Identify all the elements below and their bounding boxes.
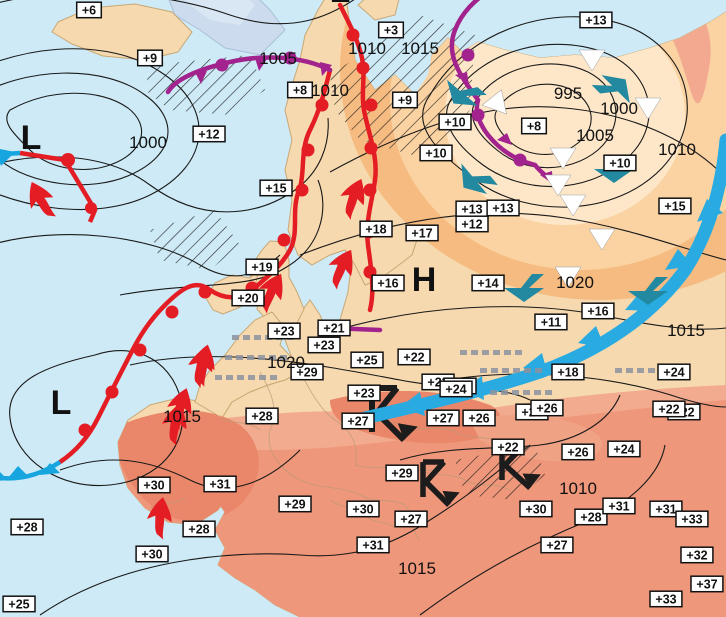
svg-text:1010: 1010 <box>311 81 349 100</box>
svg-text:+9: +9 <box>143 51 157 65</box>
svg-text:+17: +17 <box>411 226 432 240</box>
svg-text:+31: +31 <box>655 502 676 516</box>
svg-text:+10: +10 <box>609 156 630 170</box>
svg-text:+27: +27 <box>546 538 567 552</box>
svg-text:+13: +13 <box>461 202 482 216</box>
svg-text:+23: +23 <box>273 324 294 338</box>
svg-text:+33: +33 <box>655 592 676 606</box>
svg-text:+20: +20 <box>237 291 258 305</box>
svg-text:1000: 1000 <box>600 99 638 118</box>
svg-text:+37: +37 <box>696 577 717 591</box>
svg-text:+28: +28 <box>580 510 601 524</box>
svg-text:+29: +29 <box>391 466 412 480</box>
svg-text:+8: +8 <box>293 83 307 97</box>
svg-text:1020: 1020 <box>267 353 305 372</box>
svg-text:+26: +26 <box>468 411 489 425</box>
svg-text:+25: +25 <box>356 353 377 367</box>
svg-text:+21: +21 <box>323 321 344 335</box>
svg-text:+6: +6 <box>82 3 96 17</box>
svg-text:+12: +12 <box>461 217 482 231</box>
svg-text:+18: +18 <box>557 365 578 379</box>
svg-text:+12: +12 <box>198 127 219 141</box>
svg-text:+15: +15 <box>664 199 685 213</box>
svg-text:+16: +16 <box>377 276 398 290</box>
svg-text:+22: +22 <box>658 402 679 416</box>
svg-text:H: H <box>412 261 437 299</box>
svg-text:+3: +3 <box>384 23 398 37</box>
svg-text:+10: +10 <box>425 146 446 160</box>
svg-text:1005: 1005 <box>576 126 614 145</box>
svg-text:1015: 1015 <box>163 407 201 426</box>
svg-text:+18: +18 <box>365 222 386 236</box>
svg-text:L: L <box>51 384 72 422</box>
svg-text:+28: +28 <box>188 522 209 536</box>
svg-text:+22: +22 <box>403 350 424 364</box>
svg-text:+27: +27 <box>432 411 453 425</box>
svg-text:1010: 1010 <box>658 140 696 159</box>
svg-text:+30: +30 <box>352 502 373 516</box>
svg-text:+13: +13 <box>585 13 606 27</box>
svg-text:+30: +30 <box>143 478 164 492</box>
svg-text:1015: 1015 <box>667 321 705 340</box>
svg-text:+26: +26 <box>536 401 557 415</box>
svg-text:995: 995 <box>554 84 582 103</box>
svg-text:+25: +25 <box>8 597 29 611</box>
svg-text:+29: +29 <box>284 497 305 511</box>
svg-text:+24: +24 <box>663 365 684 379</box>
svg-text:+31: +31 <box>362 538 383 552</box>
svg-text:+23: +23 <box>353 386 374 400</box>
svg-text:1010: 1010 <box>559 479 597 498</box>
svg-text:L: L <box>21 119 42 157</box>
svg-text:+32: +32 <box>686 548 707 562</box>
svg-text:1000: 1000 <box>129 133 167 152</box>
svg-text:1015: 1015 <box>401 39 439 58</box>
svg-text:+13: +13 <box>492 201 513 215</box>
svg-text:+14: +14 <box>477 276 498 290</box>
svg-text:+16: +16 <box>587 304 608 318</box>
svg-text:+11: +11 <box>541 315 562 329</box>
svg-text:+10: +10 <box>444 115 465 129</box>
svg-text:+33: +33 <box>681 512 702 526</box>
svg-text:+27: +27 <box>400 512 421 526</box>
svg-text:1010: 1010 <box>348 39 386 58</box>
svg-text:+8: +8 <box>527 119 541 133</box>
svg-text:1020: 1020 <box>556 273 594 292</box>
svg-text:+24: +24 <box>445 382 466 396</box>
svg-text:+15: +15 <box>265 181 286 195</box>
svg-text:+19: +19 <box>251 260 272 274</box>
svg-text:+28: +28 <box>16 520 37 534</box>
svg-text:+30: +30 <box>525 502 546 516</box>
svg-text:+30: +30 <box>141 547 162 561</box>
svg-text:+27: +27 <box>347 414 368 428</box>
svg-text:+31: +31 <box>209 477 230 491</box>
svg-text:+23: +23 <box>313 338 334 352</box>
svg-text:1005: 1005 <box>259 49 297 68</box>
svg-text:1015: 1015 <box>398 559 436 578</box>
svg-text:+24: +24 <box>613 442 634 456</box>
svg-text:+22: +22 <box>497 440 518 454</box>
svg-text:+9: +9 <box>398 93 412 107</box>
svg-text:+28: +28 <box>251 409 272 423</box>
svg-text:+26: +26 <box>567 445 588 459</box>
svg-text:+31: +31 <box>608 499 629 513</box>
